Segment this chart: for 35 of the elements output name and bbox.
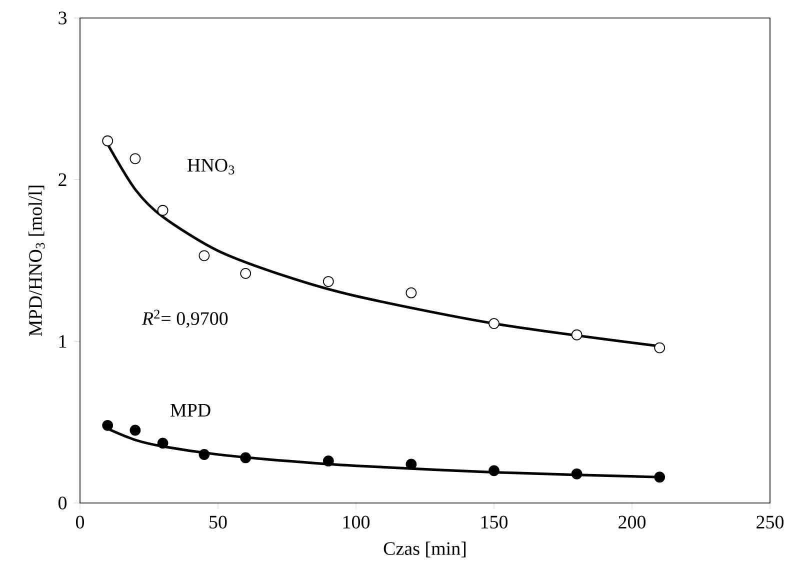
point — [488, 465, 500, 476]
point — [322, 456, 334, 466]
point — [240, 268, 252, 279]
point — [157, 204, 168, 216]
x-tick-label: 50 — [210, 516, 227, 529]
point — [198, 250, 210, 262]
text: HNO$_{3}$ — [187, 158, 234, 174]
point — [102, 135, 114, 146]
annotation: R$^{2}$= 0,9700 — [142, 310, 228, 328]
x-tick-label: 250 — [756, 516, 784, 529]
point — [406, 287, 417, 298]
point — [571, 468, 582, 480]
point — [157, 438, 168, 449]
x-tick-label: 100 — [343, 516, 370, 529]
point — [654, 342, 666, 354]
point — [130, 153, 141, 164]
y-tick-label: 3 — [58, 12, 67, 24]
y-axis-title: MPD/HNO$_{3}$ [mol/l] — [28, 186, 45, 336]
y-tick-label: 0 — [58, 496, 67, 510]
y-tick-label: 2 — [58, 173, 66, 186]
x-axis-title: Czas [min] — [384, 542, 466, 558]
point — [654, 472, 666, 483]
point — [322, 276, 334, 287]
x-tick-label: 0 — [76, 516, 84, 529]
y-tick-label: 1 — [59, 335, 66, 348]
point — [102, 420, 114, 431]
x-tick-label: 200 — [618, 516, 646, 529]
point — [488, 318, 500, 329]
series-label: MPD — [170, 404, 210, 416]
x-tick-label: 150 — [481, 516, 508, 529]
point — [198, 449, 210, 460]
point — [406, 458, 417, 470]
point — [130, 424, 141, 436]
point — [240, 452, 252, 464]
point — [571, 329, 582, 340]
